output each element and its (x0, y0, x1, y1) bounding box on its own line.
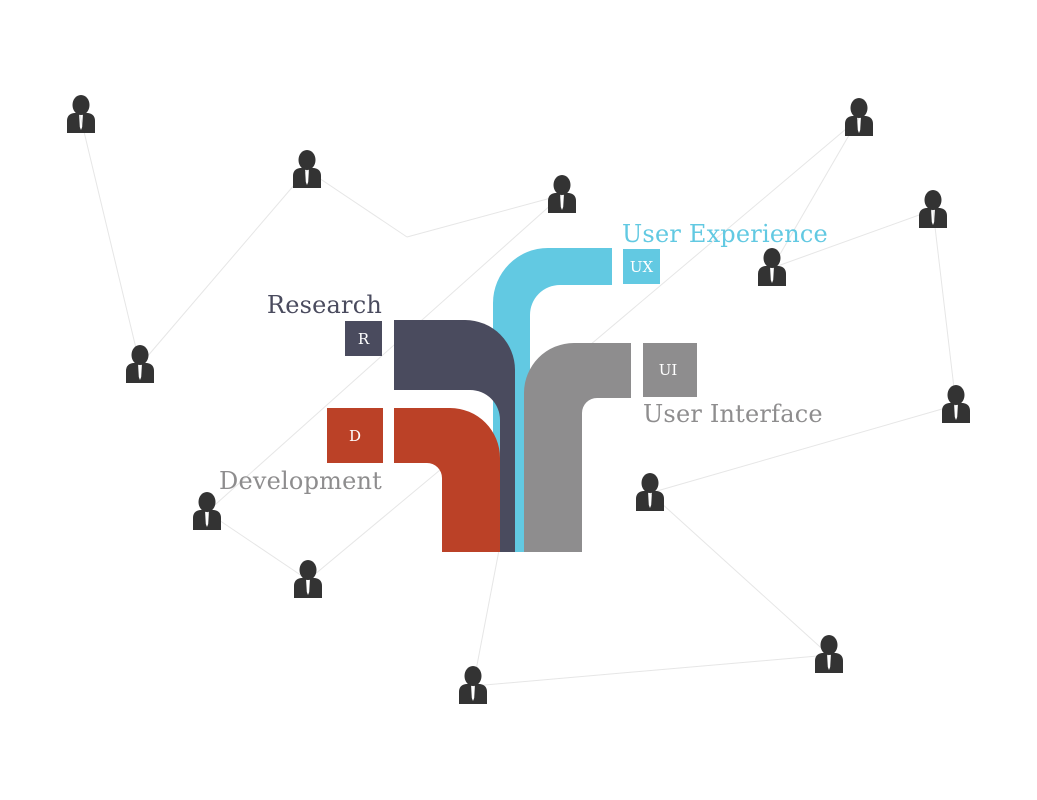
development-title: Development (219, 467, 382, 495)
research-branch: R Research (267, 291, 515, 552)
connector-line (406, 194, 563, 238)
research-badge (345, 321, 382, 356)
person-icon (294, 560, 322, 598)
research-title: Research (267, 291, 382, 319)
connector-line (472, 544, 501, 687)
connector-line (649, 492, 830, 656)
connector-line (771, 209, 934, 269)
person-icon (758, 248, 786, 286)
connector-line (306, 169, 408, 238)
development-branch: D Development (219, 408, 500, 552)
person-icon (636, 473, 664, 511)
development-badge-letter: D (349, 427, 361, 445)
ux-badge (623, 249, 660, 284)
connector-line (139, 169, 308, 366)
ui-badge (643, 343, 697, 397)
ux-branch: UX User Experience (493, 220, 828, 552)
connector-line (79, 114, 141, 366)
ui-branch-bar (524, 343, 631, 552)
person-icon (815, 635, 843, 673)
ui-branch: UI User Interface (524, 343, 823, 552)
connector-line (472, 654, 830, 687)
development-branch-bar (394, 408, 500, 552)
connector-line (932, 209, 957, 406)
ux-branch-bar (493, 248, 612, 552)
person-icon (293, 150, 321, 188)
research-branch-join (455, 320, 515, 380)
connector-line (771, 117, 860, 269)
person-icon (193, 492, 221, 530)
person-icon (845, 98, 873, 136)
person-icon (548, 175, 576, 213)
connector-line (206, 511, 309, 581)
connector-line (206, 194, 563, 513)
person-icon (67, 95, 95, 133)
ui-badge-letter: UI (659, 361, 678, 379)
ui-title: User Interface (643, 400, 823, 428)
connector-line (589, 117, 860, 346)
network-connections (79, 114, 957, 687)
ux-title: User Experience (622, 220, 828, 248)
connector-line (649, 404, 957, 494)
research-badge-letter: R (358, 330, 370, 348)
person-icon (126, 345, 154, 383)
person-icon (919, 190, 947, 228)
person-icon (459, 666, 487, 704)
ux-badge-letter: UX (630, 258, 654, 276)
person-icon (942, 385, 970, 423)
development-badge (327, 408, 383, 463)
